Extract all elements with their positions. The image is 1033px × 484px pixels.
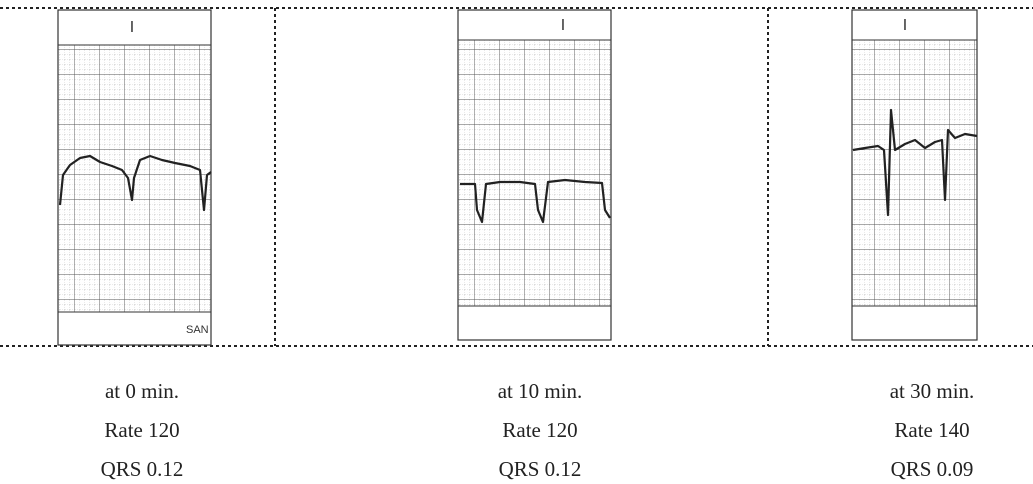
marker-label: SAN <box>186 324 209 336</box>
lead-label: I <box>903 17 907 34</box>
figure: I SAN I I at 0 min. Rate 120 QRS 0.12 at… <box>0 0 1033 484</box>
ecg-strip: I <box>458 10 611 340</box>
grid <box>458 40 611 306</box>
caption-qrs: QRS 0.12 <box>101 457 184 481</box>
caption-rate: Rate 140 <box>894 418 969 442</box>
caption-qrs: QRS 0.12 <box>499 457 582 481</box>
caption-time: at 30 min. <box>890 379 975 403</box>
caption-rate: Rate 120 <box>104 418 179 442</box>
lead-label: I <box>561 17 565 34</box>
caption-time: at 10 min. <box>498 379 583 403</box>
grid <box>852 40 977 306</box>
caption-time: at 0 min. <box>105 379 179 403</box>
caption-qrs: QRS 0.09 <box>891 457 974 481</box>
ecg-strip: I SAN <box>58 10 211 345</box>
ecg-strip: I <box>852 10 977 340</box>
caption-rate: Rate 120 <box>502 418 577 442</box>
lead-label: I <box>130 19 134 36</box>
